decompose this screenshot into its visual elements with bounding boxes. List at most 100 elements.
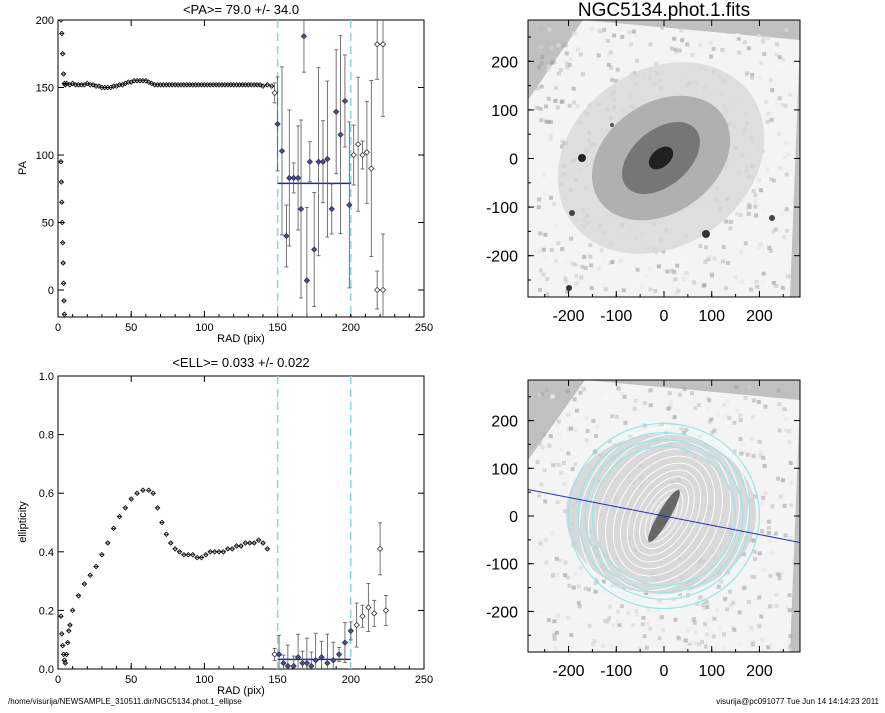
image-noise-pixel	[684, 273, 689, 278]
pa-x-tick-label: 250	[415, 322, 433, 334]
ell-inner-point	[189, 551, 196, 558]
image-noise-pixel	[712, 256, 717, 261]
image-noise-pixel	[563, 259, 568, 264]
ell-inner-point	[172, 546, 178, 552]
ell-inner-point	[251, 540, 257, 546]
model-noise-pixel	[556, 613, 561, 618]
ell-inner-point	[61, 657, 68, 663]
image-noise-pixel	[709, 272, 714, 277]
image-noise-pixel	[644, 274, 649, 279]
image-noise-pixel	[627, 30, 632, 35]
model-noise-pixel	[738, 641, 743, 646]
image-noise-pixel	[653, 289, 658, 293]
ell-x-tick-label: 50	[125, 674, 137, 686]
ell-inner-point	[167, 540, 174, 546]
model-noise-pixel	[553, 646, 558, 651]
image-noise-pixel	[536, 205, 541, 210]
image-noise-pixel	[539, 61, 544, 66]
img2-y-tick-label: 0	[509, 509, 518, 526]
pa-outer-point	[332, 108, 340, 115]
model-noise-pixel	[734, 385, 739, 389]
model-noise-pixel	[682, 386, 687, 391]
pa-inner-point	[69, 80, 76, 87]
pa-inner-point	[60, 280, 67, 287]
model-noise-pixel	[595, 586, 600, 591]
model-noise-pixel	[760, 501, 765, 506]
image-noise-pixel	[608, 50, 613, 55]
pa-profile-plot: <PA>= 79.0 +/- 34.0 0 50 100 150 200 250 0 50 10…	[17, 2, 433, 345]
image-noise-pixel	[680, 49, 685, 54]
pa-outer-point	[341, 97, 349, 105]
model-noise-pixel	[593, 589, 598, 594]
image-noise-pixel	[785, 228, 789, 233]
model-noise-pixel	[789, 480, 794, 485]
image-noise-pixel	[660, 25, 664, 30]
image-noise-pixel	[546, 64, 551, 69]
ell-outer-point	[284, 662, 292, 669]
model-noise-pixel	[559, 484, 564, 489]
image-noise-pixel	[773, 100, 778, 105]
image-noise-pixel	[784, 207, 789, 212]
pa-outer-point	[350, 151, 357, 159]
image-noise-pixel	[683, 50, 688, 55]
ell-outer-point	[280, 659, 287, 667]
model-noise-pixel	[631, 623, 636, 627]
isophote-contour	[612, 455, 716, 577]
isophote-contour	[588, 433, 740, 599]
model-noise-pixel	[574, 408, 579, 413]
image-noise-pixel	[648, 287, 653, 292]
image-noise-pixel	[556, 43, 561, 48]
pa-inner-point	[59, 30, 65, 37]
image-noise-pixel	[538, 268, 543, 273]
ell-inner-point	[229, 546, 235, 552]
image-noise-pixel	[583, 265, 588, 270]
image-noise-pixel	[560, 144, 564, 149]
model-noise-pixel	[742, 585, 747, 590]
model-noise-pixel	[697, 642, 701, 647]
image-noise-pixel	[733, 275, 738, 280]
model-noise-pixel	[762, 463, 767, 468]
model-noise-pixel	[719, 579, 724, 584]
image-noise-pixel	[588, 243, 593, 248]
model-noise-pixel	[767, 539, 772, 544]
ell-inner-point	[260, 540, 266, 546]
image-noise-pixel	[610, 78, 615, 82]
image-noise-pixel	[570, 261, 575, 266]
model-noise-pixel	[608, 585, 613, 590]
model-noise-pixel	[788, 644, 793, 649]
model-noise-pixel	[757, 624, 762, 629]
image-noise-pixel	[647, 267, 652, 272]
pa-outer-point	[354, 141, 362, 148]
model-noise-pixel	[785, 605, 790, 610]
image-noise-pixel	[590, 267, 595, 272]
image-noise-pixel	[572, 100, 577, 105]
model-noise-pixel	[583, 586, 588, 591]
image-noise-pixel	[675, 263, 680, 268]
image-noise-pixel	[753, 199, 758, 204]
model-noise-pixel	[753, 494, 758, 499]
star	[578, 154, 586, 162]
model-noise-pixel	[548, 434, 553, 439]
model-noise-pixel	[782, 503, 787, 508]
model-noise-pixel	[648, 403, 653, 408]
model-noise-pixel	[743, 396, 748, 400]
pa-outer-point	[274, 120, 281, 128]
model-noise-pixel	[595, 577, 600, 582]
image-noise-pixel	[573, 262, 578, 267]
model-noise-pixel	[657, 424, 662, 429]
image-noise-pixel	[540, 54, 545, 59]
model-noise-pixel	[709, 431, 714, 436]
image-noise-pixel	[736, 36, 741, 41]
image-noise-pixel	[708, 239, 712, 244]
pa-x-tick-label: 150	[268, 322, 286, 334]
model-noise-pixel	[788, 536, 793, 541]
image-noise-pixel	[780, 285, 785, 290]
model-noise-pixel	[763, 404, 768, 409]
pa-inner-point	[84, 80, 91, 87]
image-noise-pixel	[775, 42, 779, 47]
ell-inner-point	[116, 513, 123, 520]
model-noise-pixel	[572, 397, 577, 402]
image-noise-pixel	[541, 272, 546, 277]
image-noise-pixel	[589, 27, 594, 32]
image-noise-pixel	[559, 68, 564, 73]
